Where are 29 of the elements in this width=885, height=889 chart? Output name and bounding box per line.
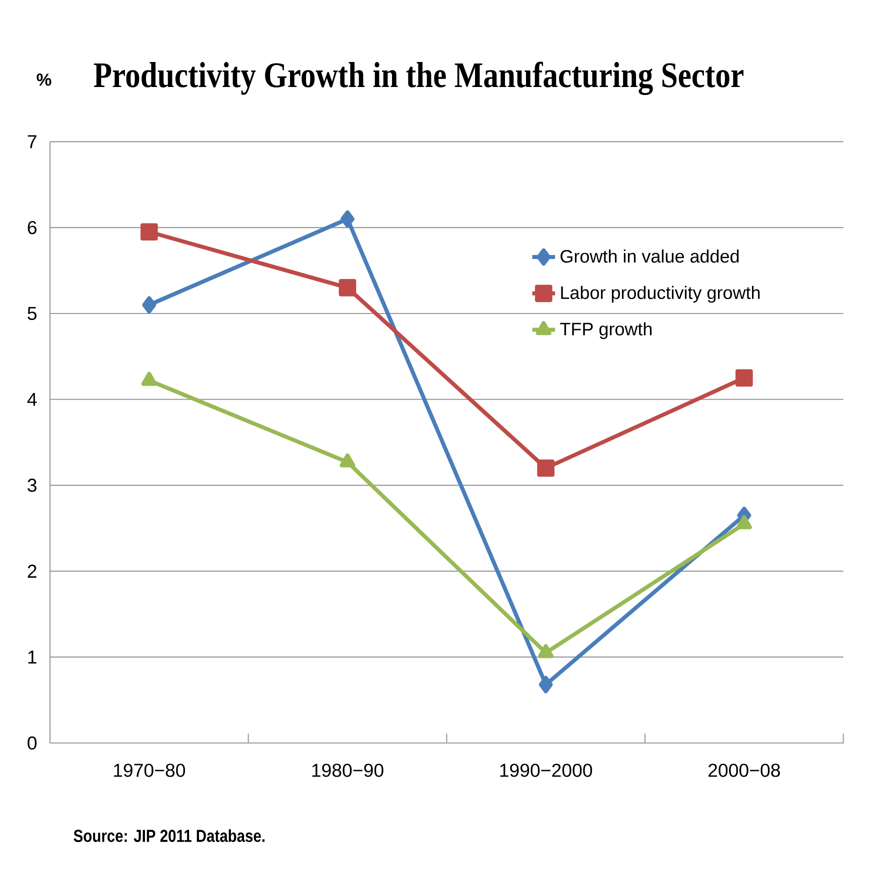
y-tick-label: 0 [28,736,37,750]
y-tick-label: 4 [27,392,37,406]
point [340,453,356,468]
point [537,459,554,477]
y-tick-label: 6 [28,220,36,234]
y-tick-label: 3 [28,478,36,492]
y-tick-label: 2 [28,564,36,578]
legend-label: Labor productivity growth [561,286,760,303]
point [735,369,753,387]
point [338,279,356,296]
chart-title: Productivity Growth in the Manufacturing Sector [94,62,744,95]
point [142,296,156,314]
y-axis-title: % [36,74,52,86]
point [340,210,354,228]
source-note: Source: JIP 2011 Database. [74,829,264,842]
point [141,372,157,386]
x-tick-label: 1980−90 [312,764,384,777]
x-tick-label: 1990−2000 [500,764,592,777]
y-tick-label: 5 [28,306,37,320]
point [140,223,158,241]
y-tick-label: 7 [28,135,36,148]
point [538,644,554,658]
legend-label: TFP growth [560,322,652,340]
point [538,676,553,694]
x-tick-label: 1970−80 [114,764,186,777]
legend-label: Growth in value added [560,249,739,263]
y-tick-label: 1 [28,650,36,664]
point [736,515,752,530]
x-tick-label: 2000−08 [708,764,780,777]
